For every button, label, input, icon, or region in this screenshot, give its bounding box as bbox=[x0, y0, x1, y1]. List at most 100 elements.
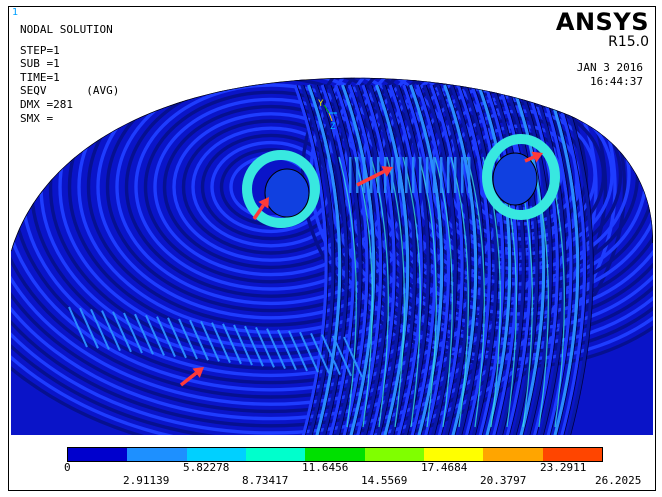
stress-band bbox=[244, 325, 264, 367]
hull-rib-edge bbox=[541, 84, 574, 435]
stress-streak bbox=[402, 156, 421, 428]
stress-arrow-head bbox=[192, 367, 204, 378]
ansys-logo: ANSYS R15.0 bbox=[556, 9, 649, 49]
stress-streak bbox=[530, 156, 549, 428]
stress-band bbox=[310, 332, 330, 374]
hull-rib-edge bbox=[473, 84, 506, 435]
hull-rib bbox=[517, 84, 553, 435]
stress-band bbox=[178, 318, 198, 360]
stress-band bbox=[433, 157, 436, 193]
hull-rib-edge bbox=[453, 84, 485, 435]
hull-rib bbox=[483, 84, 519, 435]
stress-band bbox=[68, 306, 88, 348]
hull-rib bbox=[293, 84, 328, 435]
end-cap-rib bbox=[11, 77, 627, 435]
info-result: SEQV (AVG) bbox=[20, 84, 120, 98]
legend-color-9 bbox=[542, 448, 602, 461]
info-dmx: DMX =281 bbox=[20, 97, 73, 111]
hull-rib-edge bbox=[425, 84, 458, 435]
hull-rib bbox=[551, 84, 587, 435]
stress-band bbox=[391, 157, 394, 193]
stress-band bbox=[356, 157, 359, 193]
stress-band bbox=[200, 320, 220, 362]
hull-rib-edge bbox=[317, 84, 349, 435]
hull-rib bbox=[504, 84, 539, 435]
hull-rib-edge bbox=[561, 84, 594, 435]
stress-band bbox=[222, 323, 242, 365]
hull-rib-edge bbox=[493, 84, 526, 435]
hull-rib-edge bbox=[391, 84, 424, 435]
hull-rib bbox=[409, 84, 444, 435]
stress-arrow bbox=[356, 169, 385, 187]
legend-label-bottom-2: 8.73417 bbox=[242, 474, 289, 487]
hull-rib bbox=[531, 84, 566, 435]
stress-streak bbox=[450, 156, 469, 428]
stress-band bbox=[321, 334, 341, 376]
hull-rib-edge bbox=[514, 84, 547, 435]
hull-rib-edge bbox=[555, 84, 587, 435]
hull-rib-edge bbox=[378, 84, 411, 435]
hull-rib-edge bbox=[466, 84, 499, 435]
hull-rib bbox=[368, 84, 403, 435]
hull-rib-edge bbox=[344, 84, 377, 435]
hull-rib bbox=[436, 84, 471, 435]
hull-rib-edge bbox=[296, 84, 329, 435]
stress-band bbox=[233, 324, 253, 366]
hole-ring-left bbox=[242, 150, 320, 228]
legend-color-3 bbox=[186, 448, 246, 461]
legend-color-1 bbox=[68, 448, 128, 461]
hull-rib bbox=[429, 84, 464, 435]
stress-band bbox=[189, 319, 209, 361]
stress-band bbox=[363, 157, 366, 193]
end-cap-rib bbox=[115, 77, 427, 306]
hull-rib bbox=[511, 84, 546, 435]
legend-color-2 bbox=[127, 448, 187, 461]
stress-band bbox=[461, 157, 464, 193]
hull-rib bbox=[341, 84, 376, 435]
stress-band bbox=[447, 157, 450, 193]
stress-arrow bbox=[252, 204, 265, 220]
coordinate-triad: Y Z bbox=[318, 99, 337, 132]
hull-rib bbox=[558, 84, 593, 435]
hull-rib-edge bbox=[487, 84, 519, 435]
hull-rib bbox=[307, 84, 342, 435]
stress-arrow-head bbox=[258, 197, 269, 209]
stress-band bbox=[101, 310, 121, 352]
stress-band bbox=[134, 313, 154, 355]
stress-band bbox=[370, 157, 373, 193]
legend-label-top-3: 11.6456 bbox=[302, 461, 349, 474]
hull-rib bbox=[477, 84, 512, 435]
stress-band bbox=[332, 335, 352, 377]
hull-rib bbox=[375, 84, 410, 435]
legend-color-8 bbox=[483, 448, 543, 461]
stress-band bbox=[255, 326, 275, 368]
stress-band bbox=[266, 328, 286, 370]
stress-band bbox=[349, 157, 352, 193]
stress-contour-model[interactable]: Y Z bbox=[9, 7, 655, 490]
date-text: JAN 3 2016 bbox=[576, 61, 643, 74]
stress-band bbox=[156, 316, 176, 358]
graphics-viewport[interactable]: 1 Y Z NODAL SOLUTION STEP=1 SUB =1 TIME=1 SE… bbox=[8, 6, 656, 491]
hull-rib bbox=[334, 84, 369, 435]
info-title: NODAL SOLUTION bbox=[20, 23, 113, 36]
brand-name: ANSYS bbox=[555, 8, 649, 36]
stress-band bbox=[405, 157, 408, 193]
stress-band bbox=[145, 314, 165, 356]
hull-rib-edge bbox=[385, 84, 417, 435]
stress-band bbox=[277, 329, 297, 371]
hull-outline bbox=[11, 77, 654, 252]
stress-band bbox=[343, 336, 363, 378]
hull-rib bbox=[463, 84, 498, 435]
stress-arrow-head bbox=[381, 166, 393, 177]
stress-band bbox=[440, 157, 443, 193]
hull-rib bbox=[470, 84, 505, 435]
stress-streak bbox=[354, 156, 373, 428]
stress-band bbox=[123, 312, 143, 354]
legend-color-4 bbox=[245, 448, 306, 461]
legend-label-bottom-5: 26.2025 bbox=[595, 474, 642, 487]
hull-rib-edge bbox=[337, 84, 370, 435]
stress-band bbox=[412, 157, 415, 193]
hull-rib-edge bbox=[534, 84, 567, 435]
hull-rib bbox=[422, 84, 457, 435]
legend-label-top-4: 17.4684 bbox=[421, 461, 468, 474]
